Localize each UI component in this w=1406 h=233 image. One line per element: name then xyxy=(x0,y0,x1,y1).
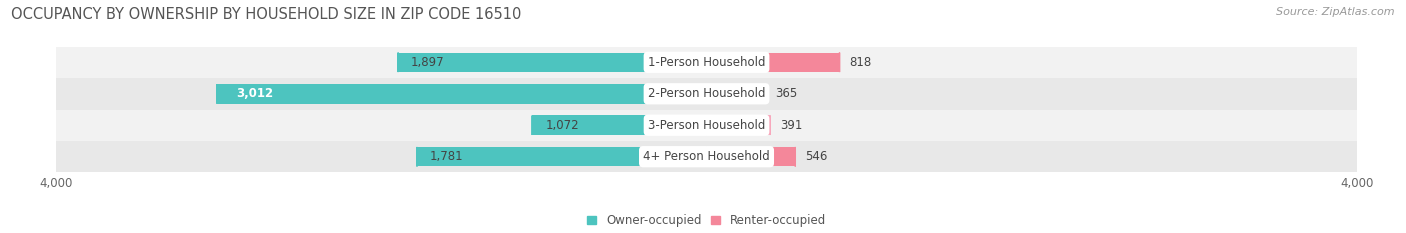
Bar xyxy=(56,47,1357,78)
Bar xyxy=(707,116,770,135)
Text: 2-Person Household: 2-Person Household xyxy=(648,87,765,100)
Text: 3,012: 3,012 xyxy=(236,87,274,100)
Bar xyxy=(418,147,707,166)
Bar xyxy=(56,78,1357,110)
Bar xyxy=(217,84,707,103)
Text: OCCUPANCY BY OWNERSHIP BY HOUSEHOLD SIZE IN ZIP CODE 16510: OCCUPANCY BY OWNERSHIP BY HOUSEHOLD SIZE… xyxy=(11,7,522,22)
Text: 1,781: 1,781 xyxy=(430,150,464,163)
Bar xyxy=(398,53,707,72)
Bar xyxy=(707,84,766,103)
Text: 365: 365 xyxy=(776,87,797,100)
Text: 1,897: 1,897 xyxy=(411,56,444,69)
Text: 818: 818 xyxy=(849,56,872,69)
Text: 4+ Person Household: 4+ Person Household xyxy=(643,150,770,163)
Bar xyxy=(56,141,1357,172)
Bar xyxy=(707,147,796,166)
Text: 546: 546 xyxy=(806,150,827,163)
Bar xyxy=(707,53,839,72)
Text: 391: 391 xyxy=(780,119,803,132)
Text: 1,072: 1,072 xyxy=(546,119,579,132)
Text: 1-Person Household: 1-Person Household xyxy=(648,56,765,69)
Legend: Owner-occupied, Renter-occupied: Owner-occupied, Renter-occupied xyxy=(582,209,831,232)
Text: Source: ZipAtlas.com: Source: ZipAtlas.com xyxy=(1277,7,1395,17)
Text: 3-Person Household: 3-Person Household xyxy=(648,119,765,132)
Bar xyxy=(56,110,1357,141)
Bar xyxy=(533,116,707,135)
